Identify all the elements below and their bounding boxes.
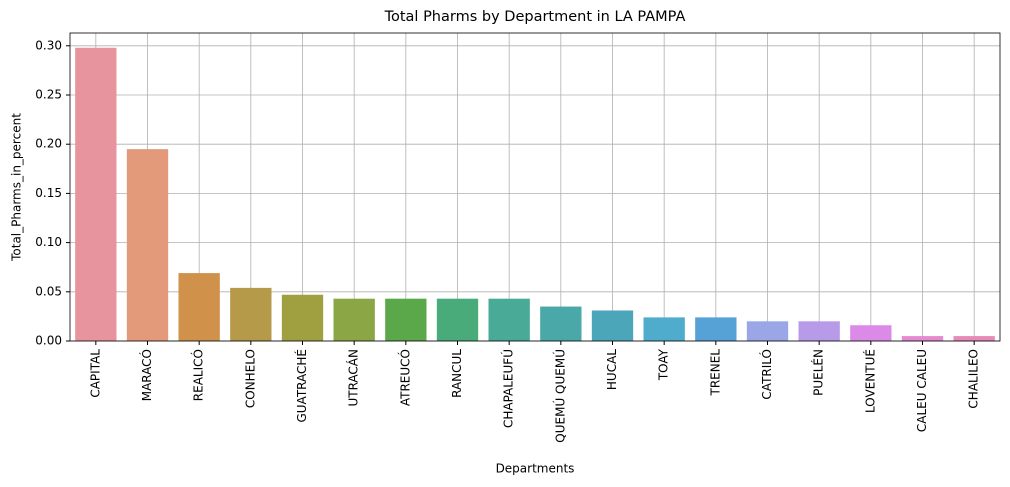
x-tick-label: GUATRACHÉ [294,349,309,423]
bar [901,336,944,341]
x-tick-label: CHALILEO [967,349,981,409]
y-tick-label: 0.30 [35,38,62,52]
chart-title: Total Pharms by Department in LA PAMPA [384,9,686,25]
bar [953,336,995,341]
y-tick-label: 0.25 [35,87,62,101]
x-axis-label: Departments [496,462,575,476]
x-tick-label: ATREUCÓ [397,349,412,406]
y-tick-label: 0.15 [35,186,62,200]
x-tick-label: CATRILÓ [759,349,774,400]
bar [643,317,685,341]
x-tick-label: PUELÉN [811,349,826,396]
plot-frame [69,32,1001,342]
y-tick-label: 0.10 [35,235,62,249]
x-tick-label: CONHELO [243,349,257,408]
bar [488,298,530,341]
x-tick-label: TOAY [657,348,671,381]
y-axis-label: Total_Pharms_in_percent [10,113,24,262]
bar [281,294,324,341]
x-tick-label: QUEMÚ QUEMÚ [552,349,567,443]
x-tick-label: TRENEL [708,349,722,397]
x-tick-label: MARACÓ [139,349,154,401]
x-tick-label: LOVENTUÉ [862,349,877,413]
bar [230,287,272,341]
bar [746,321,789,341]
x-tick-label: CAPITAL [88,349,102,398]
bar [126,149,169,341]
bar [798,321,840,341]
bar [695,317,737,341]
bar [178,273,220,341]
bar [333,298,375,341]
bar [436,298,479,341]
bar [75,47,117,342]
y-tick-label: 0.05 [35,284,62,298]
x-tick-label: CALEU CALEU [915,349,929,432]
x-tick-label: CHAPALEUFÚ [501,349,516,428]
bar [850,325,892,341]
x-tick-label: UTRACÁN [346,349,361,407]
x-tick-label: HUCAL [605,349,619,390]
bar [385,298,427,341]
bar [591,310,634,341]
y-tick-label: 0.20 [35,137,62,151]
x-tick-label: RANCUL [450,349,464,398]
x-tick-label: REALICÓ [191,349,206,401]
y-tick-label: 0.00 [35,334,62,348]
bar [540,306,582,341]
